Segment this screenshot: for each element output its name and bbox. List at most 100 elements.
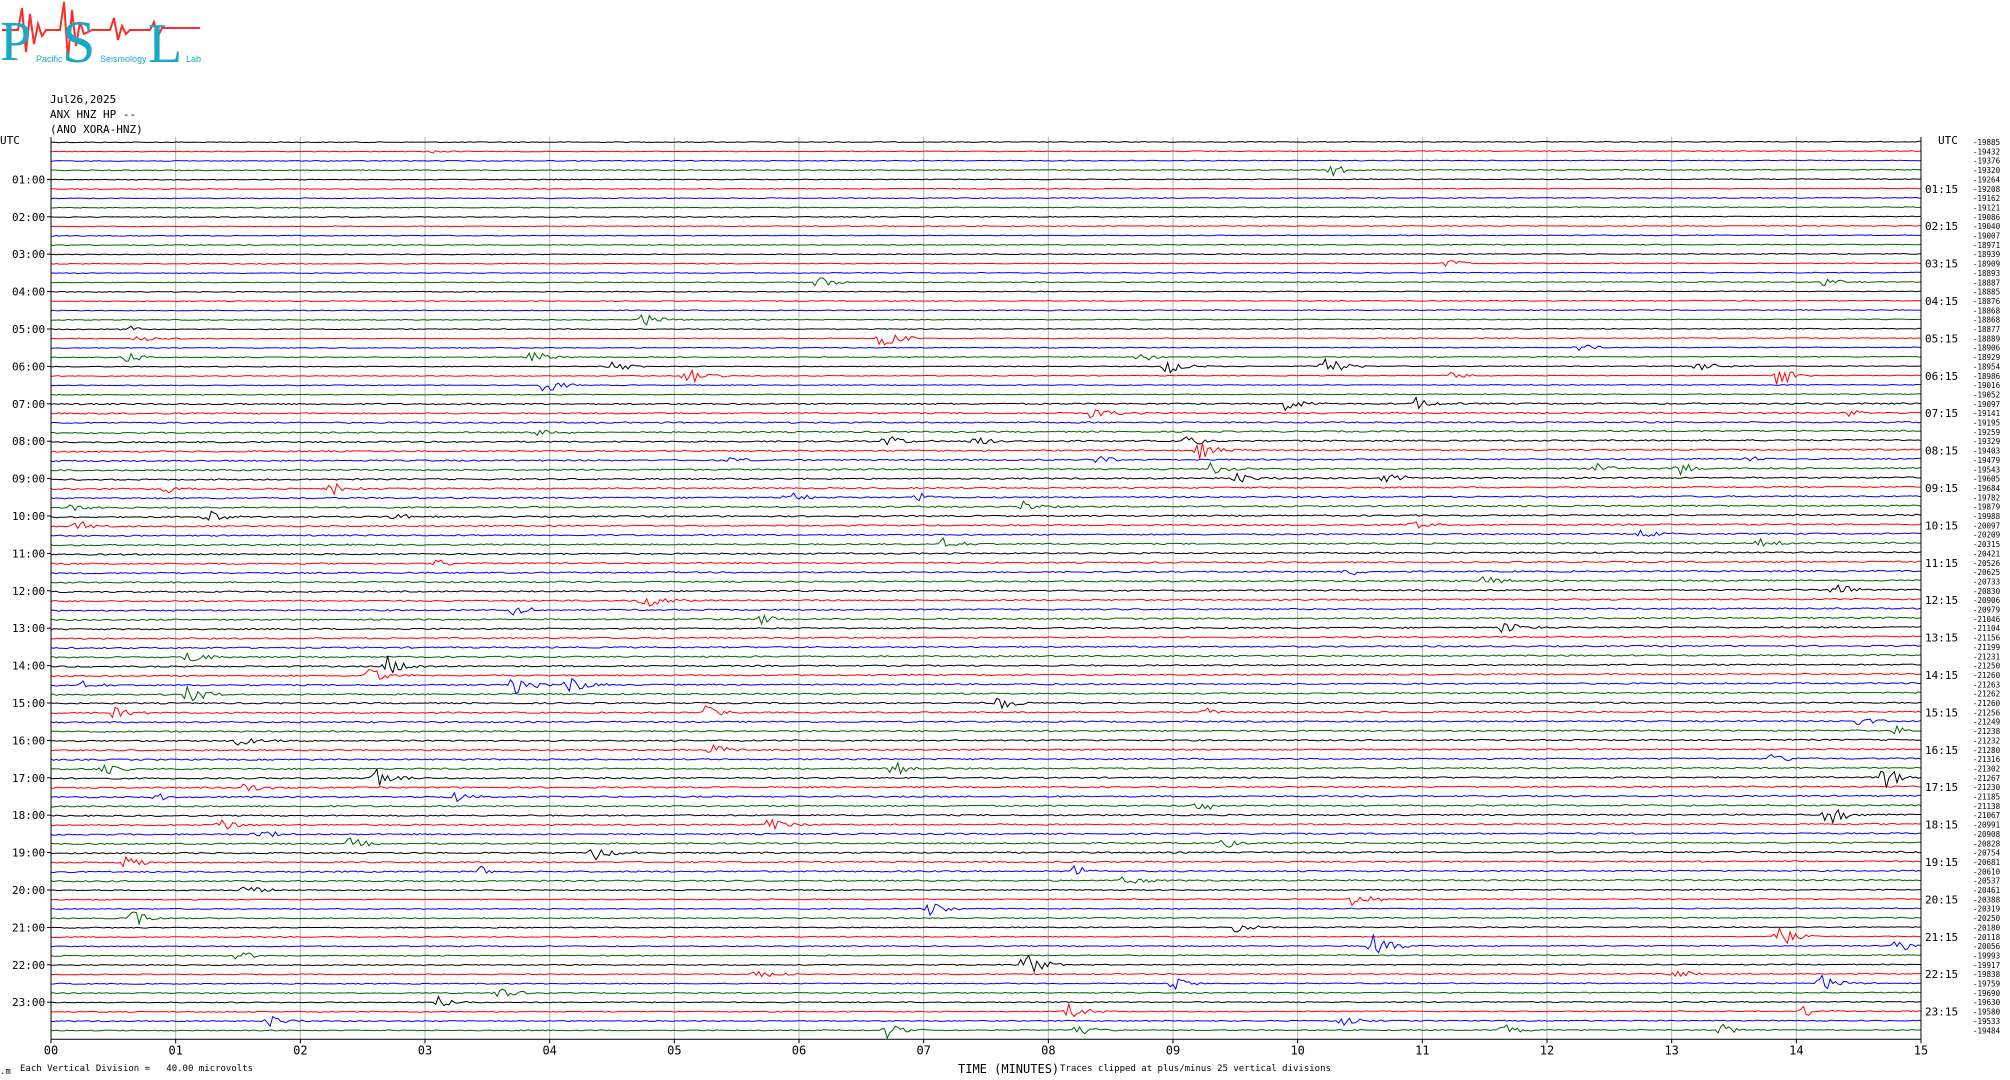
seismic-trace <box>50 344 1922 352</box>
left-hour-label: 17:00 <box>12 772 45 785</box>
trace-offset-label: -19040 <box>1973 222 2001 231</box>
seismic-trace <box>50 724 1922 735</box>
trace-offset-label: -21256 <box>1973 708 2001 717</box>
seismic-trace <box>50 705 1922 719</box>
trace-offset-label: -18889 <box>1973 334 2000 343</box>
seismic-trace <box>50 492 1922 502</box>
seismic-trace <box>50 848 1922 861</box>
trace-offset-label: -21067 <box>1973 811 2000 820</box>
trace-offset-label: -19121 <box>1973 203 2000 212</box>
logo-letter-l: L <box>148 13 182 72</box>
trace-offset-label: -20828 <box>1973 839 2001 848</box>
x-tick-label: 02 <box>293 1043 307 1057</box>
left-hour-label: 04:00 <box>12 286 45 299</box>
seismic-trace <box>51 970 1922 978</box>
seismic-trace <box>50 325 1922 331</box>
seismic-trace <box>50 791 1921 803</box>
right-hour-label: 13:15 <box>1925 632 1958 645</box>
seismic-trace <box>50 333 1922 346</box>
trace-offset-label: -18939 <box>1973 250 2000 259</box>
left-hour-label: 01:00 <box>12 173 45 186</box>
clip-note: Traces clipped at plus/minus 25 vertical… <box>1060 1064 1331 1074</box>
trace-offset-label: -21249 <box>1973 718 2000 727</box>
logo-word-seismology: Seismology <box>100 54 147 64</box>
trace-offset-label: -18887 <box>1973 278 2000 287</box>
x-tick-label: 00 <box>44 1043 58 1057</box>
trace-offset-label: -21316 <box>1973 755 2001 764</box>
seismic-trace <box>50 215 1922 219</box>
trace-offset-label: -19432 <box>1973 147 2000 156</box>
trace-offset-label: -21250 <box>1973 662 2001 671</box>
trace-offset-label: -19684 <box>1973 484 2001 493</box>
seismic-trace <box>50 1002 1922 1018</box>
left-hour-label: 21:00 <box>12 921 45 934</box>
x-tick-label: 07 <box>916 1043 930 1057</box>
seismic-trace <box>50 911 1922 926</box>
logo-letter-s: S <box>62 9 95 72</box>
seismic-trace <box>50 271 1922 275</box>
seismic-trace <box>51 165 1922 177</box>
left-hour-label: 22:00 <box>12 959 45 972</box>
left-hour-label: 13:00 <box>12 622 45 635</box>
right-hour-label: 15:15 <box>1925 706 1958 719</box>
trace-offset-label: -19759 <box>1973 980 2000 989</box>
trace-offset-label: -21238 <box>1973 727 2001 736</box>
left-hour-label: 23:00 <box>12 996 45 1009</box>
left-hour-label: 10:00 <box>12 510 45 523</box>
station-code: ANX HNZ HP -- <box>50 108 137 121</box>
seismic-trace <box>50 206 1922 209</box>
trace-offset-label: -19917 <box>1973 961 2000 970</box>
trace-offset-label: -20421 <box>1973 549 2000 558</box>
trace-offset-label: -19376 <box>1973 157 2001 166</box>
seismic-trace <box>51 150 1922 154</box>
left-hour-label: 02:00 <box>12 211 45 224</box>
network-code: (ANO XORA-HNZ) <box>50 123 143 136</box>
left-hour-label: 08:00 <box>12 435 45 448</box>
seismic-trace <box>50 718 1922 725</box>
seismic-trace <box>50 357 1922 374</box>
trace-offset-label: -20180 <box>1973 923 2001 932</box>
seismic-trace <box>50 974 1922 991</box>
seismic-trace <box>50 952 1922 960</box>
x-tick-label: 15 <box>1914 1043 1928 1057</box>
seismic-trace <box>50 876 1922 884</box>
seismic-trace <box>50 886 1922 893</box>
seismic-trace <box>50 178 1922 181</box>
left-hour-label: 16:00 <box>12 734 45 747</box>
trace-offset-label: -19086 <box>1973 213 2001 222</box>
seismic-trace <box>51 187 1921 190</box>
x-tick-label: 11 <box>1415 1043 1429 1057</box>
seismic-trace <box>50 614 1922 626</box>
trace-offset-label: -20097 <box>1973 521 2000 530</box>
seismic-trace <box>50 855 1922 868</box>
right-hour-label: 08:15 <box>1925 445 1958 458</box>
corner-mark: .m <box>0 1067 11 1077</box>
seismic-trace <box>50 737 1922 746</box>
seismic-trace <box>51 461 1922 477</box>
trace-offset-label: -21138 <box>1973 802 2001 811</box>
seismic-trace <box>50 934 1922 954</box>
seismic-trace <box>50 472 1921 483</box>
seismic-trace <box>50 243 1922 247</box>
trace-offset-label: -20319 <box>1973 905 2000 914</box>
seismic-trace <box>50 140 1921 144</box>
trace-offset-label: -19329 <box>1973 437 2000 446</box>
seismic-trace <box>50 597 1922 607</box>
trace-offset-label: -20388 <box>1973 895 2001 904</box>
trace-offset-label: -19690 <box>1973 989 2001 998</box>
trace-offset-label: -20537 <box>1973 877 2000 886</box>
trace-offset-label: -19097 <box>1973 400 2000 409</box>
seismic-trace <box>50 655 1922 674</box>
trace-offset-label: -18893 <box>1973 269 2000 278</box>
trace-offset-label: -20991 <box>1973 821 2000 830</box>
right-axis-title: UTC <box>1938 134 1958 147</box>
seismic-trace <box>50 537 1922 547</box>
seismic-trace <box>50 455 1921 463</box>
right-hour-label: 16:15 <box>1925 744 1958 757</box>
right-hour-label: 17:15 <box>1925 781 1958 794</box>
right-hour-label: 22:15 <box>1925 968 1958 981</box>
x-tick-label: 05 <box>667 1043 681 1057</box>
left-hour-label: 14:00 <box>12 660 45 673</box>
right-hour-label: 09:15 <box>1925 482 1958 495</box>
left-hour-label: 18:00 <box>12 809 45 822</box>
